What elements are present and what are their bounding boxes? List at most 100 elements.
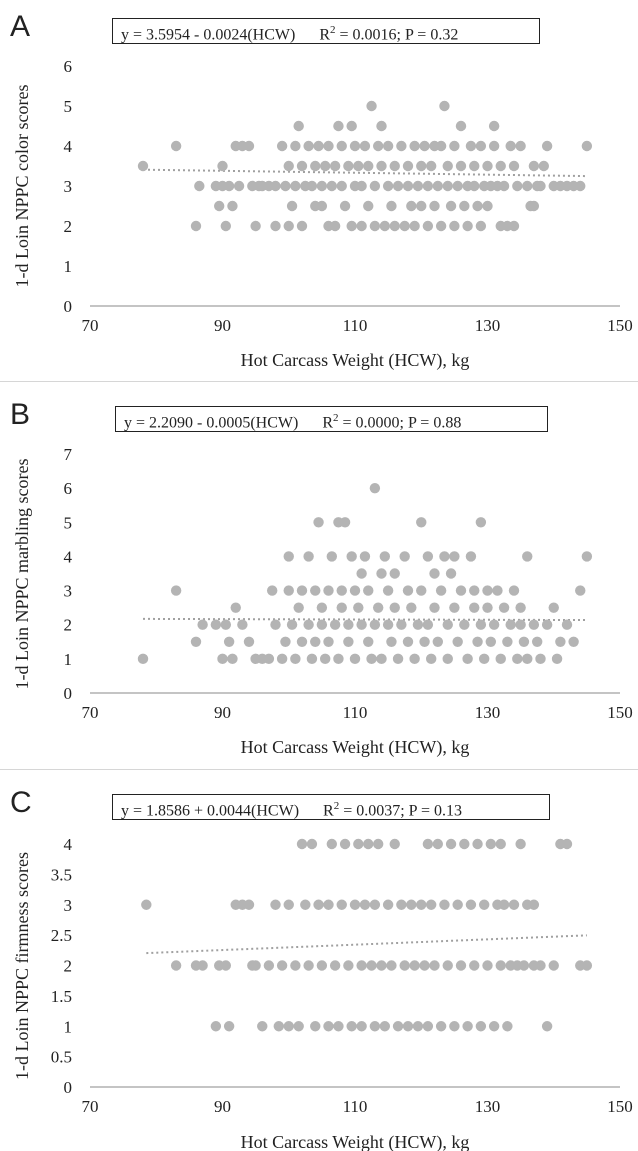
panel-b-data-point — [482, 585, 493, 596]
panel-a-data-point — [469, 180, 480, 192]
panel-b-x-tick-label: 70 — [82, 703, 99, 722]
panel-c-data-point — [220, 960, 232, 971]
panel-a-data-point — [459, 200, 470, 212]
panel-b-data-point — [435, 585, 447, 596]
panel-a-data-point — [270, 180, 281, 192]
panel-b-x-tick-label: 90 — [214, 703, 231, 722]
panel-b-trendline — [142, 617, 587, 622]
panel-b-data-point — [286, 619, 298, 630]
panel-b-data-point — [449, 551, 460, 562]
panel-b-data-point — [376, 653, 387, 665]
panel-c-data-point — [518, 960, 530, 971]
panel-c-data-point — [465, 899, 477, 910]
panel-b-data-point — [512, 653, 523, 665]
panel-b-data-point — [270, 619, 281, 630]
panel-b-data-point — [243, 636, 255, 647]
panel-c-data-point — [300, 899, 311, 910]
panel-a-data-point — [296, 160, 308, 172]
panel-a-data-point — [439, 100, 450, 112]
panel-c-data-point — [488, 1021, 500, 1032]
panel-a-data-point — [343, 160, 354, 172]
panel-c-data-point — [323, 1021, 334, 1032]
panel-c-data-point — [339, 838, 351, 850]
panel-c-data-point — [412, 1021, 424, 1032]
panel-a-data-point — [366, 100, 377, 112]
panel-b-data-point — [475, 619, 487, 630]
panel-a-data-point — [386, 200, 397, 212]
panel-c-data-point — [306, 838, 318, 850]
panel-b-data-point — [376, 568, 387, 579]
panel-a-data-point — [336, 180, 347, 192]
panel-b-data-point — [452, 636, 463, 647]
panel-a-y-tick-label: 0 — [64, 297, 73, 316]
panel-b-equation-text: y = 2.2090 - 0.0005(HCW) — [124, 414, 299, 432]
panel-a-data-point — [581, 140, 593, 152]
panel-b-data-point — [551, 653, 563, 665]
panel-b-data-point — [505, 619, 516, 630]
panel-c-data-point — [363, 838, 374, 850]
panel-c-y-tick-label: 1.5 — [51, 987, 72, 1006]
panel-c-data-point — [475, 1021, 487, 1032]
panel-b-data-point — [190, 636, 202, 647]
panel-a-data-point — [399, 220, 410, 232]
panel-c-y-tick-label: 0.5 — [51, 1048, 72, 1067]
panel-c-r2-prefix: R — [323, 802, 334, 820]
panel-c-data-point — [392, 1021, 404, 1032]
panel-b-data-point — [442, 619, 453, 630]
panel-c-data-point — [296, 838, 308, 850]
panel-a-y-tick-label: 5 — [64, 97, 73, 116]
panel-b-data-point — [555, 636, 566, 647]
panel-a-data-point — [498, 180, 510, 192]
panel-c-data-point — [449, 1021, 460, 1032]
panel-c-data-point — [508, 899, 520, 910]
panel-b-data-point — [363, 636, 374, 647]
panel-a-equation-text: y = 3.5954 - 0.0024(HCW) — [121, 26, 296, 44]
panel-a-data-point — [363, 160, 374, 172]
panel-b-data-point — [432, 636, 444, 647]
panel-a-data-point — [425, 160, 437, 172]
panel-a-data-point — [329, 160, 341, 172]
panel-c-data-point — [293, 1021, 304, 1032]
panel-a-data-point — [535, 180, 546, 192]
panel-b-data-point — [280, 636, 291, 647]
panel-b-data-point — [313, 517, 324, 528]
panel-c-y-tick-label: 1 — [64, 1017, 73, 1036]
panel-a-x-axis-title: Hot Carcass Weight (HCW), kg — [241, 350, 470, 371]
panel-b-data-point — [137, 653, 149, 665]
panel-c-data-point — [376, 960, 387, 971]
panel-b-data-point — [303, 619, 314, 630]
panel-c-stats-text: = 0.0037; P = 0.13 — [339, 802, 462, 820]
panel-a-data-point — [220, 220, 232, 232]
panel-b-data-point — [349, 585, 361, 596]
panel-b-data-point — [396, 619, 407, 630]
panel-a-data-point — [303, 140, 314, 152]
panel-c-data-point — [170, 960, 182, 971]
panel-c-data-point — [283, 899, 294, 910]
panel-c-data-point — [435, 1021, 447, 1032]
panel-a-data-point — [310, 160, 321, 172]
panel-a-data-point — [508, 220, 520, 232]
panel-a-data-point — [227, 200, 238, 212]
panel-a-data-point — [339, 200, 351, 212]
panel-b-data-point — [508, 585, 520, 596]
panel-a-data-point — [522, 180, 533, 192]
panel-c-data-point — [429, 960, 440, 971]
panel-a-data-point — [217, 160, 228, 172]
panel-b-data-point — [541, 619, 553, 630]
panel-c-data-point — [356, 960, 367, 971]
panel-b-data-point — [406, 602, 417, 613]
panel-b-data-point — [303, 551, 314, 562]
panel-c-data-point — [406, 899, 417, 910]
panel-b-data-point — [502, 636, 513, 647]
panel-a-data-point — [170, 140, 182, 152]
panel-b-data-point — [316, 602, 328, 613]
panel-c-data-point — [432, 838, 444, 850]
panel-b-data-point — [422, 619, 434, 630]
panel-a-data-point — [505, 140, 516, 152]
panel-a-data-point — [406, 200, 417, 212]
panel-c-data-point — [528, 899, 540, 910]
panel-a-x-tick-label: 70 — [82, 316, 99, 335]
panel-c-data-point — [495, 838, 506, 850]
panel-c-trendline — [146, 934, 587, 955]
panel-c: 0 0.5 1 1.5 2 2.5 3 3.5 4 70 90 110 130 150 Hot Carca… — [0, 776, 638, 1151]
